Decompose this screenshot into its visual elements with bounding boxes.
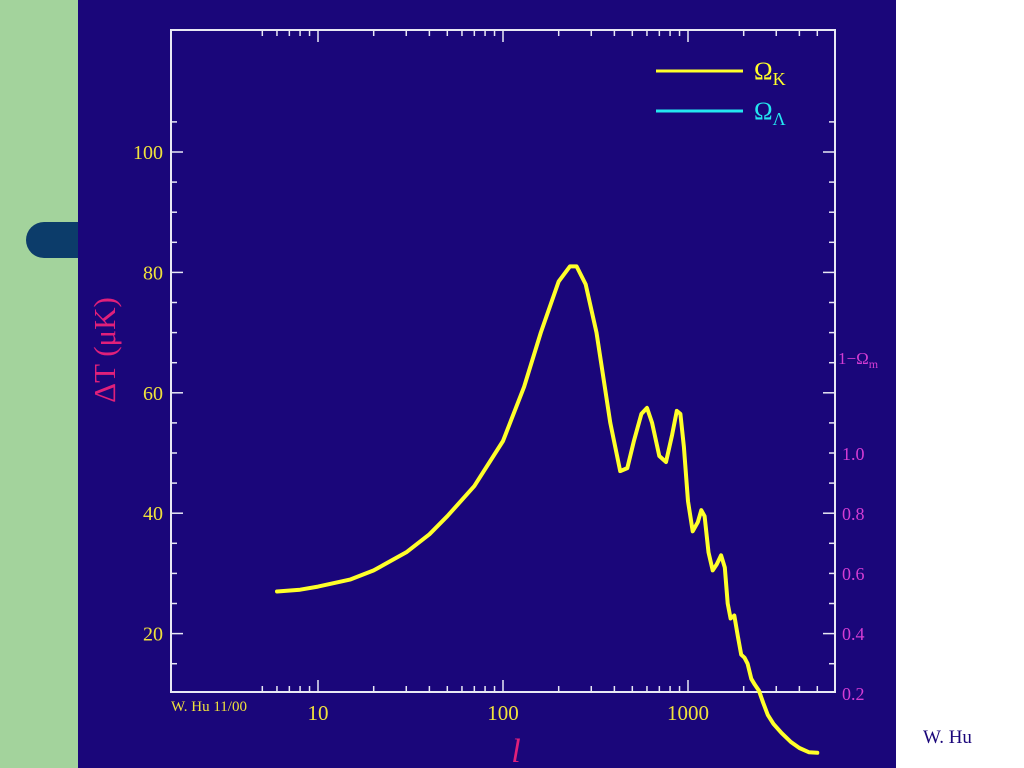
x-tick-label: 100 — [487, 701, 519, 725]
right-axis-tick-label: 1.0 — [842, 444, 865, 464]
legend-subscript: K — [773, 69, 786, 89]
x-axis-label: l — [511, 733, 520, 768]
y-tick-label: 60 — [143, 383, 163, 405]
x-tick-label: 10 — [308, 701, 329, 725]
right-axis-tick-label: 0.4 — [842, 624, 865, 644]
chart-panel: 20 40 60 80 100 10 100 1000 W. Hu 11/00 0.2 0.4 0.6… — [78, 0, 896, 768]
right-axis-tick-label: 0.2 — [842, 684, 865, 704]
right-axis-label-main: 1−Ω — [838, 349, 869, 368]
series-line — [275, 264, 820, 755]
right-axis-label: 1−Ωm — [838, 349, 879, 371]
y-tick-label: 40 — [143, 503, 163, 525]
x-tick-label: 1000 — [667, 701, 709, 725]
chart-annotation: W. Hu 11/00 — [171, 699, 247, 715]
legend-subscript: Λ — [773, 109, 786, 129]
legend-label: ΩK — [754, 58, 786, 89]
right-axis-tick-label: 0.8 — [842, 504, 865, 524]
slide-credit: W. Hu — [923, 727, 972, 748]
y-tick-label: 20 — [143, 624, 163, 646]
chart-svg: 20 40 60 80 100 10 100 1000 W. Hu 11/00 0.2 0.4 0.6… — [87, 29, 879, 768]
right-axis-label-subscript: m — [869, 357, 879, 371]
y-tick-label: 80 — [143, 262, 163, 284]
plot-frame — [170, 29, 836, 693]
y-tick-label: 100 — [133, 142, 163, 164]
legend-label: ΩΛ — [754, 98, 786, 129]
legend-symbol: Ω — [754, 58, 773, 85]
y-axis-label: ΔT (μK) — [87, 297, 122, 403]
right-axis-tick-label: 0.6 — [842, 564, 865, 584]
slide-left-strip — [0, 0, 78, 768]
legend-symbol: Ω — [754, 98, 773, 125]
